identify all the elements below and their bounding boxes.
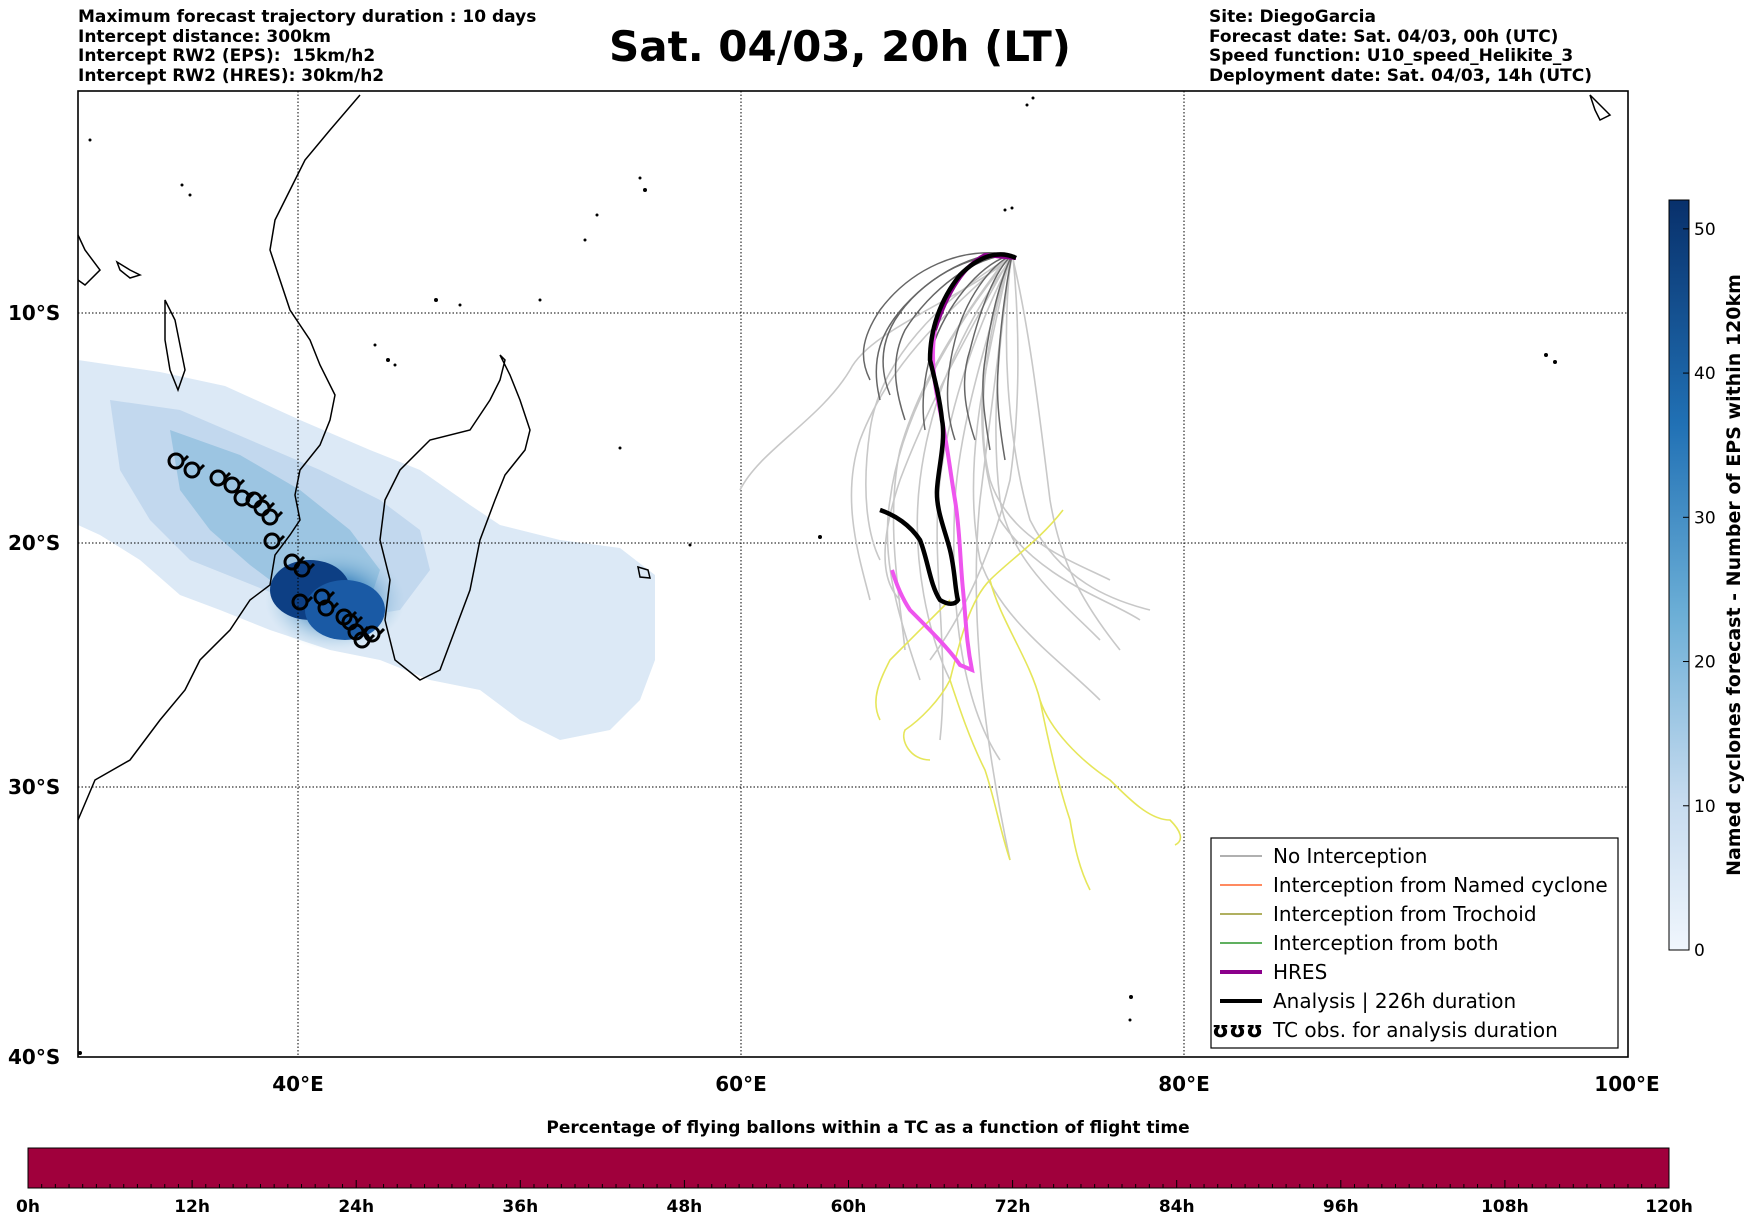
analysis-trajectory: [879, 252, 1018, 606]
tc-obs-marker: [167, 452, 190, 470]
info-line: Forecast date: Sat. 04/03, 00h (UTC): [1209, 26, 1559, 47]
colorbar-gradient: [1668, 199, 1690, 951]
lon-label: 80°E: [1158, 1072, 1210, 1096]
flight-time-tick-label: 72h: [995, 1197, 1031, 1217]
colorbar-tick-label: 40: [1694, 364, 1716, 384]
flight-time-tick-label: 108h: [1481, 1197, 1529, 1217]
flight-time-bar: Percentage of flying ballons within a TC…: [16, 1118, 1693, 1217]
info-line: Maximum forecast trajectory duration : 1…: [78, 7, 537, 27]
forecast-info-left: Maximum forecast trajectory duration : 1…: [78, 7, 537, 86]
flight-time-tick-label: 24h: [338, 1197, 374, 1217]
map-border: [77, 90, 1629, 1058]
colorbar-label: Named cyclones forecast - Number of EPS …: [1723, 274, 1745, 876]
map-title: Sat. 04/03, 20h (LT): [609, 22, 1071, 71]
graticule: [78, 91, 1628, 1057]
tc-obs-marker: [261, 508, 284, 526]
legend-label: Interception from Trochoid: [1273, 902, 1537, 926]
info-line: Intercept RW2 (HRES): 30km/h2: [78, 65, 385, 86]
flight-time-tick-label: 36h: [502, 1197, 538, 1217]
colorbar-tick-label: 10: [1694, 797, 1716, 817]
info-line: Intercept distance: 300km: [78, 26, 331, 47]
flight-time-title: Percentage of flying ballons within a TC…: [546, 1118, 1189, 1138]
colorbar-tick-label: 30: [1694, 508, 1716, 528]
tc-obs-legend-symbol: ʊʊʊ: [1212, 1018, 1263, 1043]
coastlines: [77, 94, 1612, 821]
flight-time-tick-label: 120h: [1645, 1197, 1693, 1217]
lon-label: 60°E: [715, 1072, 767, 1096]
lon-label: 100°E: [1594, 1072, 1659, 1096]
flight-time-tick-label: 96h: [1323, 1197, 1359, 1217]
flight-time-tick-label: 0h: [16, 1197, 40, 1217]
tc-obs-marker: [291, 593, 314, 611]
tc-obs-marker: [263, 532, 286, 550]
colorbar-tick-label: 50: [1694, 220, 1716, 240]
tc-obs-marker: [209, 469, 232, 487]
tc-obs-legend-label: TC obs. for analysis duration: [1272, 1018, 1558, 1042]
legend-label: Analysis | 226h duration: [1273, 989, 1516, 1013]
legend-label: Interception from Named cyclone: [1273, 873, 1608, 897]
lat-label: 10°S: [8, 301, 60, 325]
flight-time-tick-label: 48h: [667, 1197, 703, 1217]
longitude-labels: 40°E 60°E 80°E 100°E: [272, 1072, 1659, 1096]
forecast-info-right: Site: DiegoGarcia Forecast date: Sat. 04…: [1209, 7, 1593, 86]
legend-label: HRES: [1273, 960, 1327, 984]
lat-label: 20°S: [8, 531, 60, 555]
info-line: Intercept RW2 (EPS): 15km/h2: [78, 46, 376, 66]
lon-label: 40°E: [272, 1072, 324, 1096]
flight-time-tick-label: 84h: [1159, 1197, 1195, 1217]
tc-obs-marker: [223, 476, 246, 494]
info-line: Speed function: U10_speed_Helikite_3: [1209, 46, 1574, 66]
info-line: Site: DiegoGarcia: [1209, 7, 1376, 27]
lat-label: 30°S: [8, 775, 60, 799]
yellow-trajectories: [875, 509, 1182, 891]
lat-label: 40°S: [8, 1045, 60, 1069]
legend-label: No Interception: [1273, 844, 1427, 868]
tc-obs-marker: [363, 625, 386, 643]
colorbar-tick-label: 0: [1694, 941, 1705, 961]
latitude-labels: 10°S 20°S 30°S 40°S: [8, 301, 60, 1069]
legend-label: Interception from both: [1273, 931, 1499, 955]
small-islands: [78, 96, 1557, 1055]
flight-time-tick-label: 60h: [831, 1197, 867, 1217]
colorbar-tick-label: 20: [1694, 653, 1716, 673]
legend-box: [1210, 837, 1619, 1049]
tc-observations: [167, 452, 386, 649]
legend: No Interception Interception from Named c…: [1210, 837, 1619, 1049]
flight-time-tick-label: 12h: [174, 1197, 210, 1217]
tc-obs-marker: [183, 461, 206, 479]
tc-obs-marker: [317, 599, 340, 617]
tc-obs-marker: [293, 560, 316, 578]
info-line: Deployment date: Sat. 04/03, 14h (UTC): [1209, 65, 1593, 86]
colorbar: 0 10 20 30 40 50 Named cyclones forecast - Nu…: [1668, 199, 1745, 961]
